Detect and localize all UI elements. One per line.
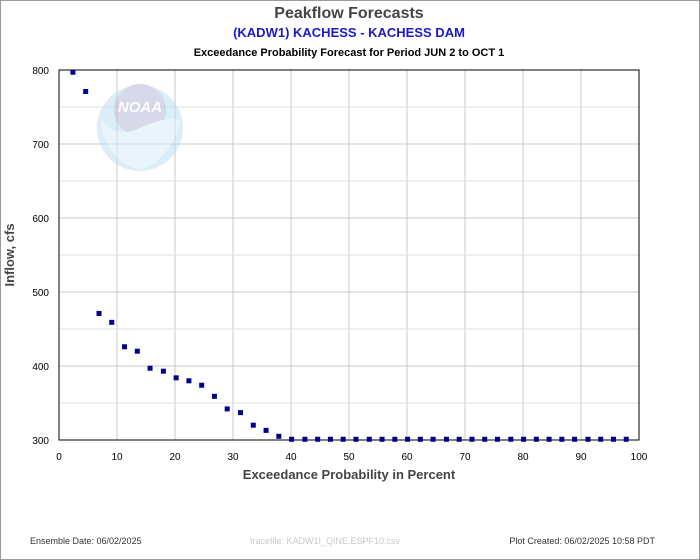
x-tick-label: 90 [575,452,587,463]
x-tick-label: 60 [401,452,413,463]
data-point [610,436,616,442]
data-point [366,436,372,442]
footer-tracefile: tracefile: KADW1I_QINE.ESPF10.csv [250,536,401,546]
data-point [199,382,205,388]
data-point [315,436,321,442]
data-point [327,436,333,442]
data-point [173,375,179,381]
data-point [96,310,102,316]
x-tick-label: 20 [169,452,181,463]
data-point [147,365,153,371]
data-point [186,378,192,384]
data-point [160,368,166,374]
x-tick-label: 50 [343,452,355,463]
x-tick-label: 10 [111,452,123,463]
y-tick-label: 800 [32,66,49,77]
data-point [494,436,500,442]
y-tick-label: 300 [32,436,49,447]
data-point [482,436,488,442]
x-tick-labels: 0 10 20 30 40 50 60 70 80 90 100 [56,452,648,463]
data-point [417,436,423,442]
data-point [546,436,552,442]
data-point [585,436,591,442]
data-point [598,436,604,442]
plot-border [58,69,640,441]
noaa-logo-text: NOAA [118,99,162,116]
chart-period: Exceedance Probability Forecast for Peri… [194,47,505,59]
data-point [289,436,295,442]
x-tick-label: 80 [517,452,529,463]
data-point [276,433,282,439]
data-point [379,436,385,442]
data-point [430,436,436,442]
data-point [122,344,128,350]
footer-ensemble-date: Ensemble Date: 06/02/2025 [30,536,142,546]
x-tick-label: 0 [56,452,62,463]
data-series [70,69,629,442]
y-tick-label: 700 [32,140,49,151]
data-point [456,436,462,442]
data-point [572,436,578,442]
x-tick-label: 100 [631,452,648,463]
x-axis-label: Exceedance Probability in Percent [243,467,456,482]
data-point [353,436,359,442]
data-point [521,436,527,442]
y-tick-labels: 300 400 500 600 700 800 [32,66,49,447]
y-tick-label: 500 [32,288,49,299]
data-point [405,436,411,442]
data-point [224,406,230,412]
data-point [211,393,217,399]
data-point [623,436,629,442]
data-point [508,436,514,442]
data-point [469,436,475,442]
noaa-logo-wave [100,118,181,170]
x-tick-label: 70 [459,452,471,463]
chart-title: Peakflow Forecasts [274,5,424,22]
data-point [559,436,565,442]
y-tick-label: 600 [32,214,49,225]
data-point [340,436,346,442]
data-point [70,69,76,75]
data-point [392,436,398,442]
data-point [263,427,269,433]
y-axis-label: Inflow, cfs [2,223,17,286]
data-point [238,410,244,416]
noaa-logo: NOAA [97,84,183,171]
data-point [109,319,115,325]
x-tick-label: 30 [227,452,239,463]
y-tick-label: 400 [32,362,49,373]
data-point [134,348,140,354]
x-tick-label: 40 [285,452,297,463]
chart-subtitle: (KADW1) KACHESS - KACHESS DAM [233,25,465,40]
data-point [83,88,89,94]
data-point [302,436,308,442]
footer-plot-created: Plot Created: 06/02/2025 10:58 PDT [509,536,655,546]
data-point [533,436,539,442]
data-point [250,422,256,428]
data-point [443,436,449,442]
